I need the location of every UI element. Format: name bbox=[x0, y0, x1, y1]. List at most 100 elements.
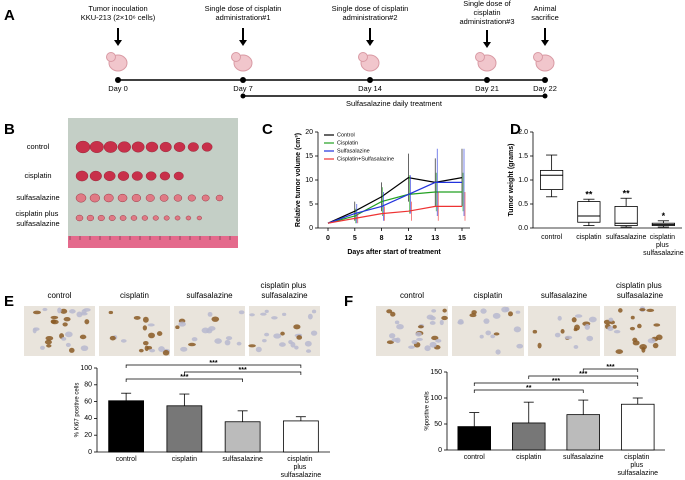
day-label: Day 0 bbox=[108, 84, 128, 93]
nucleus bbox=[394, 320, 400, 325]
nucleus bbox=[304, 340, 312, 347]
event-label: Tumor inoculation bbox=[88, 4, 147, 13]
nucleus bbox=[80, 345, 89, 352]
x-tick-label: control bbox=[116, 456, 137, 463]
nucleus bbox=[201, 327, 210, 334]
x-tick-label: cisplatin bbox=[576, 234, 601, 241]
x-tick-label: 13 bbox=[431, 235, 439, 242]
micrograph-label: sulfasalazine bbox=[541, 291, 588, 300]
nucleus bbox=[146, 345, 153, 350]
nucleus bbox=[76, 311, 83, 318]
tumor bbox=[108, 215, 116, 221]
nucleus bbox=[439, 319, 444, 326]
significance-bracket bbox=[125, 364, 302, 368]
tumor bbox=[173, 194, 183, 202]
tumor bbox=[141, 215, 148, 221]
nucleus bbox=[637, 323, 642, 329]
x-tick-label: cisplatin plus sulfasalazine bbox=[281, 456, 322, 479]
photo-label: sulfasalazine bbox=[16, 193, 59, 202]
nucleus bbox=[63, 316, 71, 322]
y-tick-label: 20 bbox=[305, 129, 313, 136]
nucleus bbox=[411, 339, 418, 345]
significance: ** bbox=[623, 189, 631, 199]
y-tick-label: 40 bbox=[84, 415, 92, 422]
nucleus bbox=[294, 345, 299, 350]
x-tick-label: 5 bbox=[353, 235, 357, 242]
nucleus bbox=[109, 335, 116, 341]
nucleus bbox=[307, 313, 313, 320]
nucleus bbox=[57, 307, 62, 314]
y-tick-label: 100 bbox=[430, 395, 442, 402]
tumor bbox=[201, 194, 210, 202]
day-label: Day 21 bbox=[475, 84, 499, 93]
significance: ** bbox=[526, 385, 532, 392]
nucleus bbox=[386, 309, 393, 314]
timepoint bbox=[484, 77, 490, 83]
bar bbox=[166, 405, 203, 453]
tumor bbox=[75, 140, 91, 154]
significance: * bbox=[662, 211, 666, 221]
nucleus bbox=[224, 339, 231, 346]
tumor bbox=[131, 141, 145, 153]
nucleus bbox=[282, 312, 287, 316]
significance: *** bbox=[239, 367, 247, 374]
nucleus bbox=[310, 330, 318, 336]
ruler bbox=[68, 236, 238, 248]
nucleus bbox=[457, 318, 464, 325]
treatment-start bbox=[240, 93, 246, 99]
tumor bbox=[174, 215, 181, 221]
tumor bbox=[103, 141, 118, 153]
nucleus bbox=[143, 340, 149, 346]
nucleus bbox=[80, 312, 88, 316]
nucleus bbox=[156, 331, 163, 337]
nucleus bbox=[508, 311, 513, 317]
micrograph-label: cisplatin bbox=[120, 291, 149, 300]
nucleus bbox=[574, 314, 583, 318]
nucleus bbox=[148, 332, 155, 339]
nucleus bbox=[280, 331, 285, 336]
y-axis-label: % Ki67 positive cells bbox=[75, 383, 81, 438]
y-tick-label: 1.0 bbox=[518, 177, 528, 184]
bar bbox=[282, 420, 319, 453]
tumor bbox=[89, 170, 102, 182]
legend-label: Cisplatin+Sulfasalazine bbox=[337, 156, 394, 162]
y-tick-label: 0 bbox=[438, 447, 442, 454]
nucleus bbox=[629, 326, 635, 331]
tumor bbox=[159, 141, 172, 153]
panel-label: C bbox=[262, 121, 273, 138]
micrograph-label: control bbox=[400, 291, 424, 300]
nucleus bbox=[207, 311, 213, 317]
nucleus bbox=[390, 311, 396, 317]
nucleus bbox=[293, 324, 301, 330]
mouse-head bbox=[106, 52, 116, 62]
nucleus bbox=[613, 329, 621, 334]
nucleus bbox=[632, 337, 638, 342]
tumor bbox=[89, 141, 104, 153]
nucleus bbox=[290, 341, 296, 348]
nucleus bbox=[84, 319, 90, 325]
tumor bbox=[75, 214, 84, 222]
tumor bbox=[103, 193, 114, 203]
nucleus bbox=[45, 335, 54, 341]
nucleus bbox=[442, 308, 447, 313]
nucleus bbox=[573, 345, 579, 349]
tumor bbox=[196, 215, 202, 221]
arrow-head bbox=[239, 40, 247, 46]
arrow-head bbox=[366, 40, 374, 46]
y-tick-label: 20 bbox=[84, 432, 92, 439]
legend-label: Cisplatin bbox=[337, 140, 358, 146]
x-tick-label: cisplatin bbox=[516, 454, 541, 461]
nucleus bbox=[44, 339, 52, 345]
nucleus bbox=[238, 310, 245, 315]
nucleus bbox=[415, 331, 422, 337]
nucleus bbox=[40, 345, 45, 350]
nucleus bbox=[32, 310, 41, 315]
box bbox=[540, 169, 564, 190]
nucleus bbox=[652, 342, 659, 349]
series-line bbox=[327, 181, 462, 224]
significance: *** bbox=[180, 374, 188, 381]
tumor bbox=[75, 193, 87, 203]
micrograph-label: control bbox=[47, 291, 71, 300]
nucleus bbox=[441, 315, 448, 321]
